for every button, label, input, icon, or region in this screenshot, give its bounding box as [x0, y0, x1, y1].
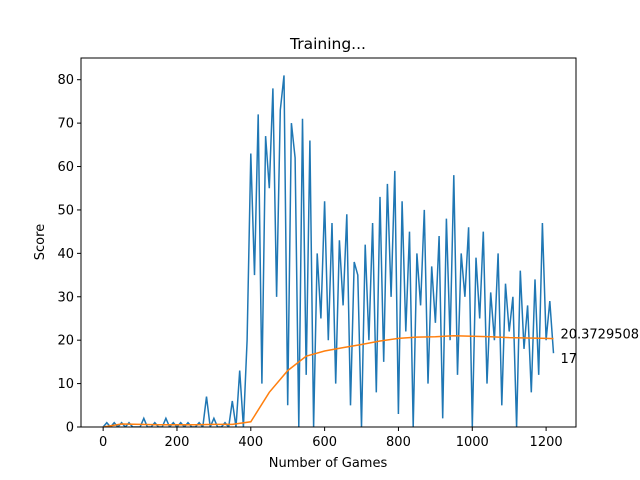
x-tick-label: 200 [165, 435, 190, 450]
series-line [102, 75, 555, 427]
end-value-label: 20.37295081967213 [560, 328, 640, 343]
y-tick-label: 70 [57, 117, 74, 132]
y-tick-label: 40 [57, 247, 74, 262]
end-value-label: 17 [560, 352, 577, 367]
x-axis-label: Number of Games [269, 456, 388, 471]
x-tick-label: 600 [312, 435, 337, 450]
x-tick-label: 1200 [530, 435, 563, 450]
x-tick-label: 0 [99, 435, 107, 450]
series-line [102, 335, 554, 427]
x-tick-label: 400 [238, 435, 263, 450]
x-tick-label: 1000 [456, 435, 489, 450]
y-tick-label: 0 [66, 421, 74, 436]
plot-frame [80, 57, 577, 428]
y-tick-label: 30 [57, 290, 74, 305]
x-tick-label: 800 [386, 435, 411, 450]
y-tick-label: 80 [57, 73, 74, 88]
y-tick-label: 60 [57, 160, 74, 175]
chart-title: Training... [289, 35, 366, 53]
y-axis-label: Score [33, 224, 48, 260]
y-tick-label: 50 [57, 203, 74, 218]
y-tick-label: 10 [57, 377, 74, 392]
y-tick-label: 20 [57, 334, 74, 349]
